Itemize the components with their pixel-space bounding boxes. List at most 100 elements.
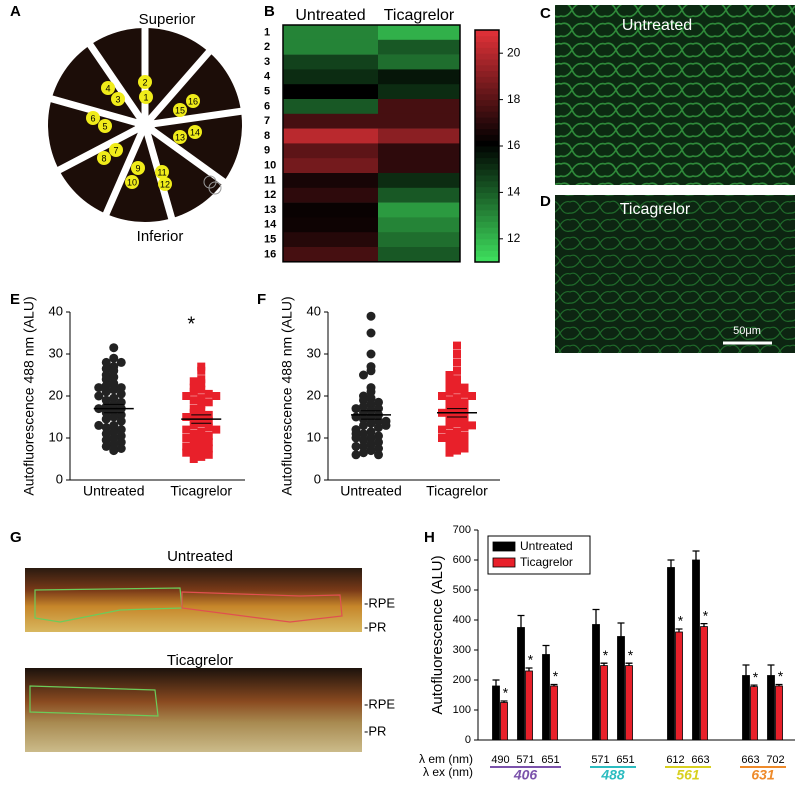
legend-swatch bbox=[492, 557, 516, 568]
data-point bbox=[101, 395, 111, 405]
data-point bbox=[460, 410, 469, 419]
y-axis-label: Autofluorescence (ALU) bbox=[429, 555, 446, 714]
data-point bbox=[197, 375, 206, 384]
data-point bbox=[101, 441, 111, 451]
x-tick-label: 663 bbox=[741, 754, 759, 766]
sample-point bbox=[188, 125, 202, 139]
colorbar-segment bbox=[475, 53, 499, 60]
heatmap-cell bbox=[378, 158, 460, 174]
heatmap-cell bbox=[378, 202, 460, 218]
colorbar-segment bbox=[475, 209, 499, 217]
row-label: 3 bbox=[264, 56, 270, 68]
heatmap-cell bbox=[283, 84, 378, 100]
data-point bbox=[351, 404, 361, 414]
data-point bbox=[438, 425, 446, 434]
significance-mark: * bbox=[778, 668, 784, 684]
data-point bbox=[204, 431, 213, 440]
data-point bbox=[204, 389, 213, 398]
data-point bbox=[189, 408, 198, 417]
bar bbox=[600, 665, 608, 741]
sample-point bbox=[186, 94, 200, 108]
data-point bbox=[101, 387, 111, 397]
data-point bbox=[94, 391, 104, 401]
bar bbox=[592, 624, 600, 741]
sample-point bbox=[131, 161, 145, 175]
error-bar bbox=[542, 644, 550, 655]
error-bar bbox=[692, 550, 700, 560]
data-point bbox=[109, 343, 119, 353]
layer-label: -PR bbox=[364, 619, 386, 634]
data-point bbox=[204, 438, 213, 447]
colorbar-segment bbox=[475, 227, 499, 234]
heatmap-cell bbox=[283, 247, 378, 263]
sample-point bbox=[98, 119, 112, 133]
error-bar bbox=[617, 622, 625, 637]
data-point bbox=[374, 444, 383, 453]
data-point bbox=[116, 425, 126, 435]
data-point bbox=[204, 444, 213, 453]
colorbar-segment bbox=[475, 117, 499, 124]
colorbar-tick-label: 14 bbox=[507, 185, 521, 199]
heatmap-cell bbox=[283, 217, 378, 233]
colorbar-segment bbox=[475, 186, 499, 193]
data-point bbox=[460, 423, 469, 432]
data-point bbox=[453, 379, 461, 388]
data-point bbox=[182, 413, 191, 421]
error-bar bbox=[767, 664, 775, 676]
colorbar-segment bbox=[475, 146, 499, 153]
bar bbox=[492, 685, 500, 741]
data-point bbox=[109, 385, 119, 395]
row-label: 6 bbox=[264, 100, 270, 112]
heatmap-cell bbox=[283, 173, 378, 189]
colorbar-segment bbox=[475, 163, 499, 170]
colorbar-segment bbox=[475, 157, 499, 164]
error-bar bbox=[750, 684, 758, 687]
heatmap-cell bbox=[378, 128, 460, 144]
row-label: 12 bbox=[264, 189, 276, 201]
significance-mark: * bbox=[528, 652, 534, 668]
data-point bbox=[101, 357, 111, 367]
data-point bbox=[453, 385, 461, 394]
sample-point bbox=[155, 165, 169, 179]
data-point bbox=[116, 431, 126, 441]
heatmap-cell bbox=[378, 247, 460, 263]
heatmap-cell bbox=[378, 187, 460, 203]
x-tick-label: 571 bbox=[516, 754, 534, 766]
sample-point-label: 11 bbox=[157, 167, 166, 177]
y-axis-label: Autofluorescence 488 nm (ALU) bbox=[279, 296, 295, 495]
y-tick-label: 500 bbox=[453, 584, 471, 596]
heatmap-cell bbox=[378, 69, 460, 85]
sample-point-label: 13 bbox=[175, 132, 185, 142]
colorbar-segment bbox=[475, 180, 499, 188]
data-point bbox=[197, 385, 206, 394]
bar bbox=[500, 702, 508, 741]
heatmap-cell bbox=[378, 25, 460, 41]
panel-label: B bbox=[264, 3, 275, 20]
data-point bbox=[101, 414, 111, 424]
panel-label: H bbox=[424, 529, 435, 546]
colorbar-segment bbox=[475, 30, 499, 37]
heatmap-cell bbox=[283, 158, 378, 174]
sample-point-label: 16 bbox=[188, 96, 198, 106]
x-tick-label: 612 bbox=[666, 754, 684, 766]
legend-swatch bbox=[492, 541, 516, 552]
y-tick-label: 10 bbox=[307, 429, 321, 444]
data-point bbox=[116, 383, 126, 393]
data-point bbox=[197, 406, 206, 415]
data-point bbox=[366, 399, 376, 409]
panel-label: C bbox=[540, 5, 551, 22]
data-point bbox=[381, 416, 391, 426]
heatmap-cell bbox=[378, 99, 460, 115]
data-point bbox=[109, 393, 119, 403]
data-point bbox=[366, 433, 376, 443]
error-bar bbox=[667, 559, 675, 568]
y-tick-label: 30 bbox=[49, 345, 63, 360]
colorbar-segment bbox=[475, 93, 499, 101]
significance-mark: * bbox=[678, 613, 684, 629]
row-label: 10 bbox=[264, 160, 276, 172]
column-label: Ticagrelor bbox=[384, 7, 455, 24]
data-point bbox=[445, 436, 454, 445]
data-point bbox=[204, 417, 213, 426]
x-tick-label: 702 bbox=[766, 754, 784, 766]
data-point bbox=[359, 429, 368, 439]
